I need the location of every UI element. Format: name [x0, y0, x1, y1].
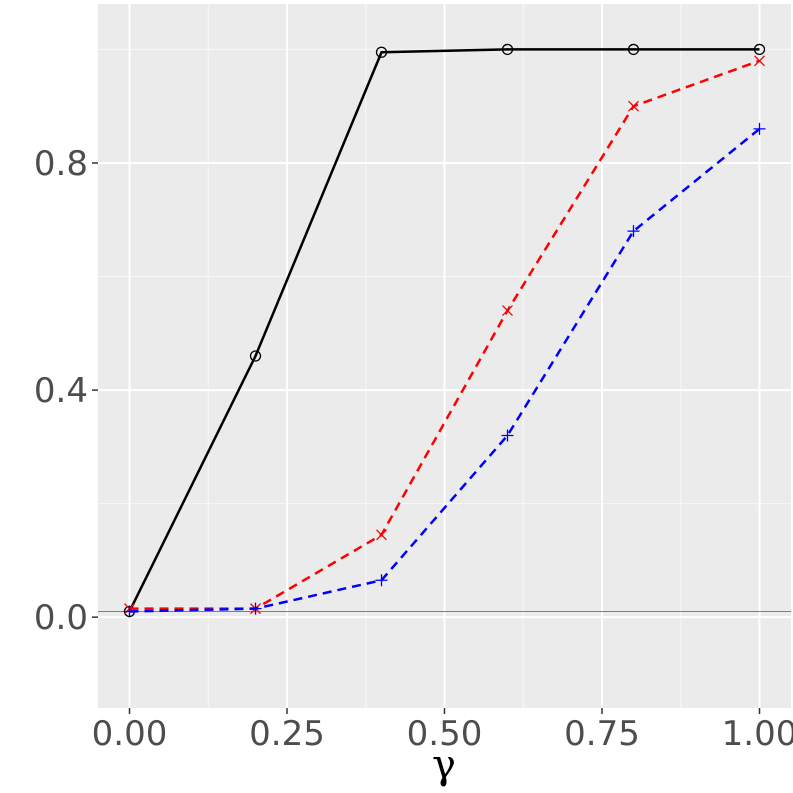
series-3-point [627, 225, 640, 238]
y-tick-label: 0.0 [34, 598, 88, 638]
series-3-point [123, 605, 136, 618]
series-1-point [501, 43, 514, 56]
series-line-3 [129, 127, 761, 613]
series-3-point [375, 574, 388, 587]
x-tick-label: 0.50 [407, 714, 483, 754]
series-line-1 [128, 48, 760, 613]
series-1-point [753, 43, 766, 56]
series-2-point [376, 529, 387, 541]
series-3-point [501, 429, 514, 442]
series-2-point [754, 55, 765, 67]
series-1-point [249, 350, 262, 362]
series-layer [123, 43, 766, 618]
y-tick-label: 0.4 [34, 371, 88, 411]
series-3-point [249, 602, 262, 615]
y-tick-label: 0.8 [34, 144, 88, 184]
y-axis-ticks: 0.0 0.4 0.8 [34, 144, 98, 638]
series-3-point [753, 122, 766, 135]
series-2-point [628, 100, 639, 112]
series-1-point [627, 43, 640, 56]
series-1-point [375, 46, 388, 58]
x-tick-label: 0.25 [249, 714, 325, 754]
x-tick-label: 0.00 [92, 714, 168, 754]
x-axis-ticks: 0.00 0.25 0.50 0.75 1.00 [92, 708, 793, 754]
grid-major [98, 4, 791, 708]
x-tick-label: 0.75 [564, 714, 640, 754]
x-tick-label: 1.00 [722, 714, 793, 754]
x-axis-title: γ [432, 742, 456, 788]
series-2-point [502, 305, 513, 317]
